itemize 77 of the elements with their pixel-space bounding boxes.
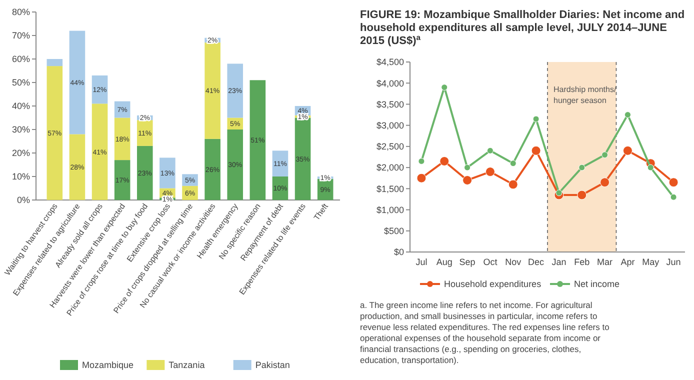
- bar: [227, 64, 244, 118]
- x-tick-label: Jul: [416, 257, 428, 267]
- point: [416, 173, 426, 183]
- x-tick-label: May: [642, 257, 660, 267]
- x-tick-label: Mar: [597, 257, 613, 267]
- bar: [204, 42, 220, 139]
- point: [440, 156, 450, 166]
- y-tick-label: $1,500: [376, 184, 404, 194]
- x-tick-label: Aug: [436, 257, 452, 267]
- point: [441, 84, 448, 91]
- point: [577, 190, 587, 200]
- point: [462, 175, 472, 185]
- bar: [69, 134, 86, 200]
- legend-label: Household expenditures: [444, 279, 542, 290]
- bar: [227, 130, 244, 200]
- point: [668, 178, 678, 188]
- bar: [136, 146, 153, 200]
- point: [556, 190, 562, 196]
- point: [624, 112, 631, 118]
- y-tick-label: $2,000: [376, 162, 404, 173]
- point: [486, 147, 494, 154]
- point: [622, 146, 632, 156]
- bar: [294, 118, 311, 200]
- point: [600, 178, 610, 188]
- y-tick-label: 40%: [12, 101, 30, 112]
- point: [602, 152, 608, 158]
- point: [485, 167, 495, 177]
- legend-label: Mozambique: [82, 360, 134, 370]
- y-tick-label: $2,500: [376, 142, 404, 152]
- x-tick-label: Jun: [666, 257, 681, 267]
- y-tick-label: 10%: [12, 172, 30, 182]
- y-tick-label: $0: [394, 247, 404, 258]
- bar: [92, 104, 108, 200]
- y-tick-label: $4,000: [376, 78, 404, 88]
- y-tick-label: $3,500: [376, 99, 404, 110]
- bar: [272, 150, 288, 176]
- point: [532, 116, 540, 122]
- bar: [160, 158, 176, 188]
- bar: [114, 118, 130, 160]
- point: [510, 160, 516, 167]
- point: [531, 146, 541, 156]
- point: [508, 180, 518, 190]
- legend-label: Pakistan: [255, 360, 290, 370]
- point: [464, 164, 471, 171]
- legend-label: Tanzania: [168, 360, 205, 370]
- y-tick-label: $500: [384, 226, 404, 236]
- bar: [250, 80, 266, 200]
- y-tick-label: 80%: [12, 7, 30, 18]
- bar: [46, 59, 63, 66]
- x-tick-label: Apr: [620, 257, 635, 267]
- x-tick-label: Jan: [552, 257, 566, 267]
- legend-label: Net income: [574, 279, 620, 290]
- point: [670, 194, 677, 200]
- point: [647, 164, 654, 171]
- point: [578, 164, 586, 171]
- x-tick-label: Nov: [505, 257, 522, 267]
- chart-title: FIGURE 19: Mozambique Smallholder Diaries: Net income and household expenditures all sample level, JULY 2014–JUNE 2015 (US$)$^{a}$: [360, 9, 685, 47]
- y-tick-label: 30%: [12, 124, 30, 135]
- y-tick-label: 20%: [12, 148, 30, 158]
- y-tick-label: 60%: [12, 54, 30, 64]
- x-tick-label: Sep: [459, 257, 476, 267]
- y-tick-label: $3,000: [376, 120, 404, 130]
- point: [418, 158, 425, 164]
- y-tick-label: 0%: [16, 195, 30, 206]
- bar: [114, 160, 130, 200]
- text: a. The green income line refers to net income. For agricultural production, and small businesses in particular, income refers to revenue less related expenditures. The red expenses line refers to operational expenses of the household separate from income or financial transactions (e.g., spending on groceries, clothes, education, transportation).: [360, 300, 610, 365]
- x-tick-label: Oct: [483, 257, 498, 267]
- band-label: Hardship months/ hunger season: [554, 85, 617, 105]
- bar: [204, 138, 220, 200]
- y-tick-label: $1,000: [376, 204, 404, 215]
- x-tick-label: Dec: [528, 257, 545, 267]
- y-tick-label: 50%: [12, 78, 30, 88]
- y-tick-label: $4,500: [376, 57, 404, 68]
- bar: [69, 30, 86, 134]
- y-tick-label: 70%: [12, 30, 30, 41]
- x-tick-label: Feb: [574, 257, 590, 267]
- bar: [46, 66, 63, 200]
